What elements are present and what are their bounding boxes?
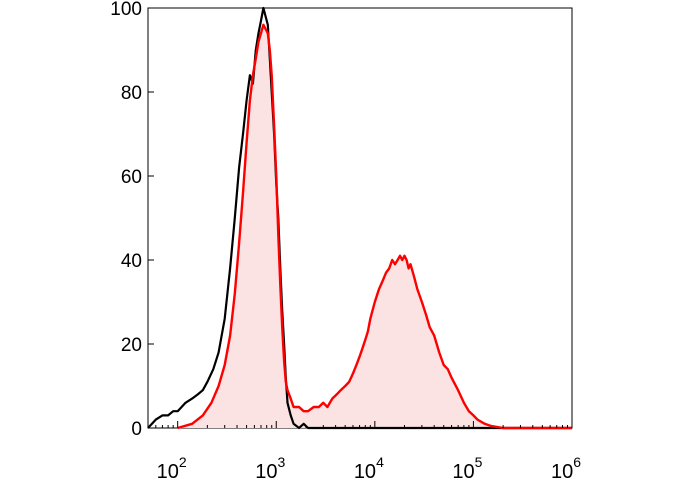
x-tick-exponent: 4: [376, 454, 384, 470]
series-layer: [147, 6, 572, 430]
x-tick-label: 103: [255, 454, 285, 483]
series-1-fill: [177, 24, 572, 429]
x-tick-exponent: 2: [179, 454, 187, 470]
y-tick-label: 40: [121, 251, 142, 272]
y-axis: 0 20 40 60 80 100: [110, 0, 154, 440]
x-tick-label: 105: [452, 454, 482, 483]
y-tick-label: 100: [110, 0, 142, 20]
x-tick-label: 102: [157, 454, 187, 483]
x-tick-label: 104: [354, 454, 384, 483]
y-tick-label: 80: [121, 83, 142, 104]
x-tick-exponent: 3: [277, 454, 285, 470]
x-tick-exponent: 6: [573, 454, 581, 470]
y-tick-label: 60: [121, 167, 142, 188]
y-tick-label: 20: [121, 335, 142, 356]
x-tick-label: 106: [551, 454, 581, 483]
x-axis: 102 103 104 105 106: [147, 421, 581, 483]
x-tick-exponent: 5: [475, 454, 483, 470]
y-tick-label: 0: [131, 419, 142, 440]
series-1-line: [177, 23, 572, 430]
